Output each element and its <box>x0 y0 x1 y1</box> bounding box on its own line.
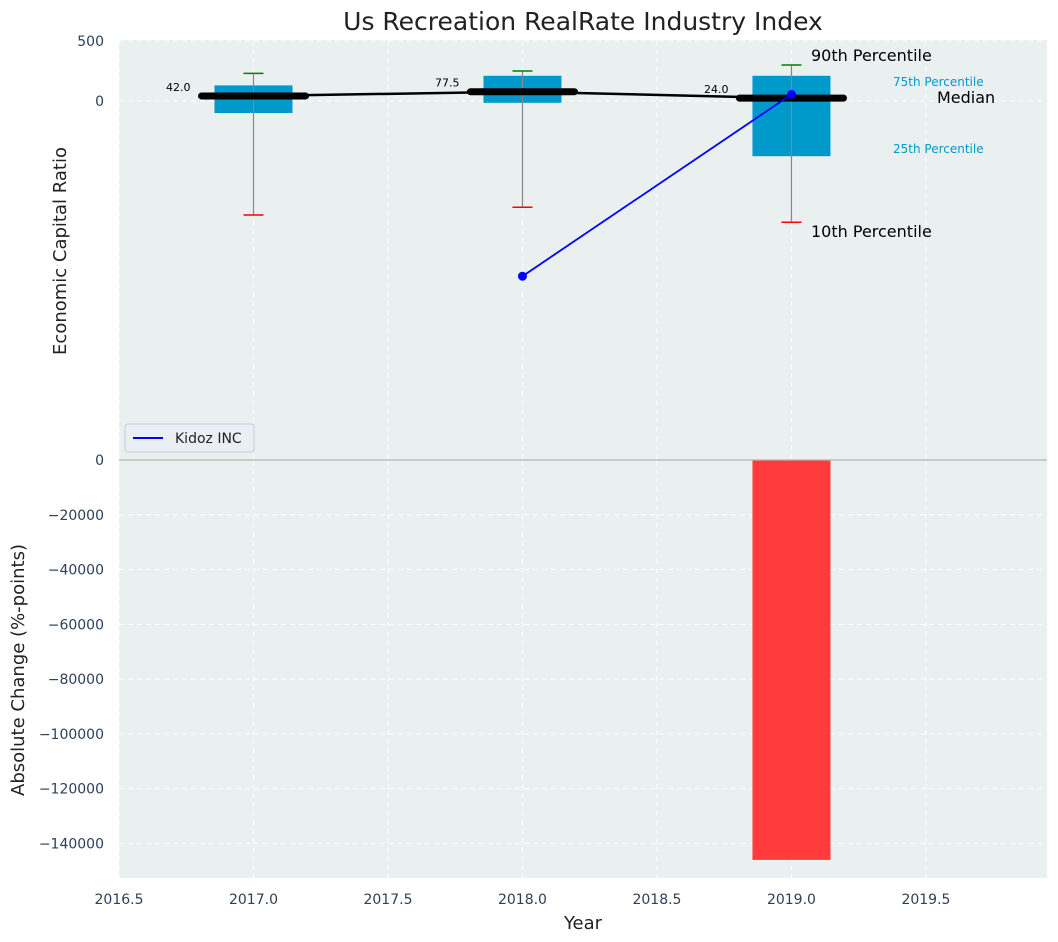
annotation-p10: 10th Percentile <box>811 222 932 241</box>
bottom-y-tick-label: 0 <box>95 453 104 469</box>
bottom-y-tick-label: −120000 <box>39 782 104 798</box>
bottom-y-tick-label: −40000 <box>48 563 104 579</box>
top-y-tick-label: 500 <box>77 34 104 50</box>
x-tick-label: 2019.0 <box>767 892 816 908</box>
company-point <box>786 89 796 99</box>
median-value-label: 77.5 <box>435 77 460 90</box>
x-tick-label: 2018.5 <box>632 892 681 908</box>
x-tick-label: 2019.5 <box>901 892 950 908</box>
annotation-median: Median <box>937 88 995 107</box>
top-y-axis-label: Economic Capital Ratio <box>50 147 71 355</box>
annotation-p90: 90th Percentile <box>811 46 932 65</box>
x-tick-label: 2016.5 <box>95 892 144 908</box>
chart-title: Us Recreation RealRate Industry Index <box>343 7 823 36</box>
x-tick-label: 2018.0 <box>498 892 547 908</box>
box-plot-panel: 500 0 42.0 77.5 24.0 90th Percentile 75th Perc… <box>77 34 1047 460</box>
change-bar <box>752 460 831 860</box>
x-axis-label: Year <box>563 913 603 934</box>
legend-box <box>124 423 255 453</box>
bottom-y-tick-label: −60000 <box>48 617 104 633</box>
annotation-p75: 75th Percentile <box>893 75 984 89</box>
legend-label-company: Kidoz INC <box>175 431 242 447</box>
company-line <box>521 93 792 277</box>
bottom-y-tick-label: −100000 <box>39 727 104 743</box>
median-value-label: 42.0 <box>166 81 191 94</box>
bottom-y-axis-label: Absolute Change (%-points) <box>8 544 29 796</box>
annotation-p25: 25th Percentile <box>893 142 984 156</box>
bottom-y-tick-label: −140000 <box>39 836 104 852</box>
bar-chart-panel: 0 −20000 −40000 −60000 −80000 −100000 −120000 −… <box>39 453 1047 908</box>
legend: Kidoz INC <box>124 423 255 453</box>
top-y-tick-label: 0 <box>95 94 104 110</box>
bottom-y-tick-label: −20000 <box>48 508 104 524</box>
median-value-label: 24.0 <box>704 83 729 96</box>
x-tick-label: 2017.5 <box>363 892 412 908</box>
company-point <box>517 271 527 281</box>
x-tick-label: 2017.0 <box>229 892 278 908</box>
bottom-plot-background <box>119 460 1047 878</box>
bottom-y-tick-label: −80000 <box>48 672 104 688</box>
